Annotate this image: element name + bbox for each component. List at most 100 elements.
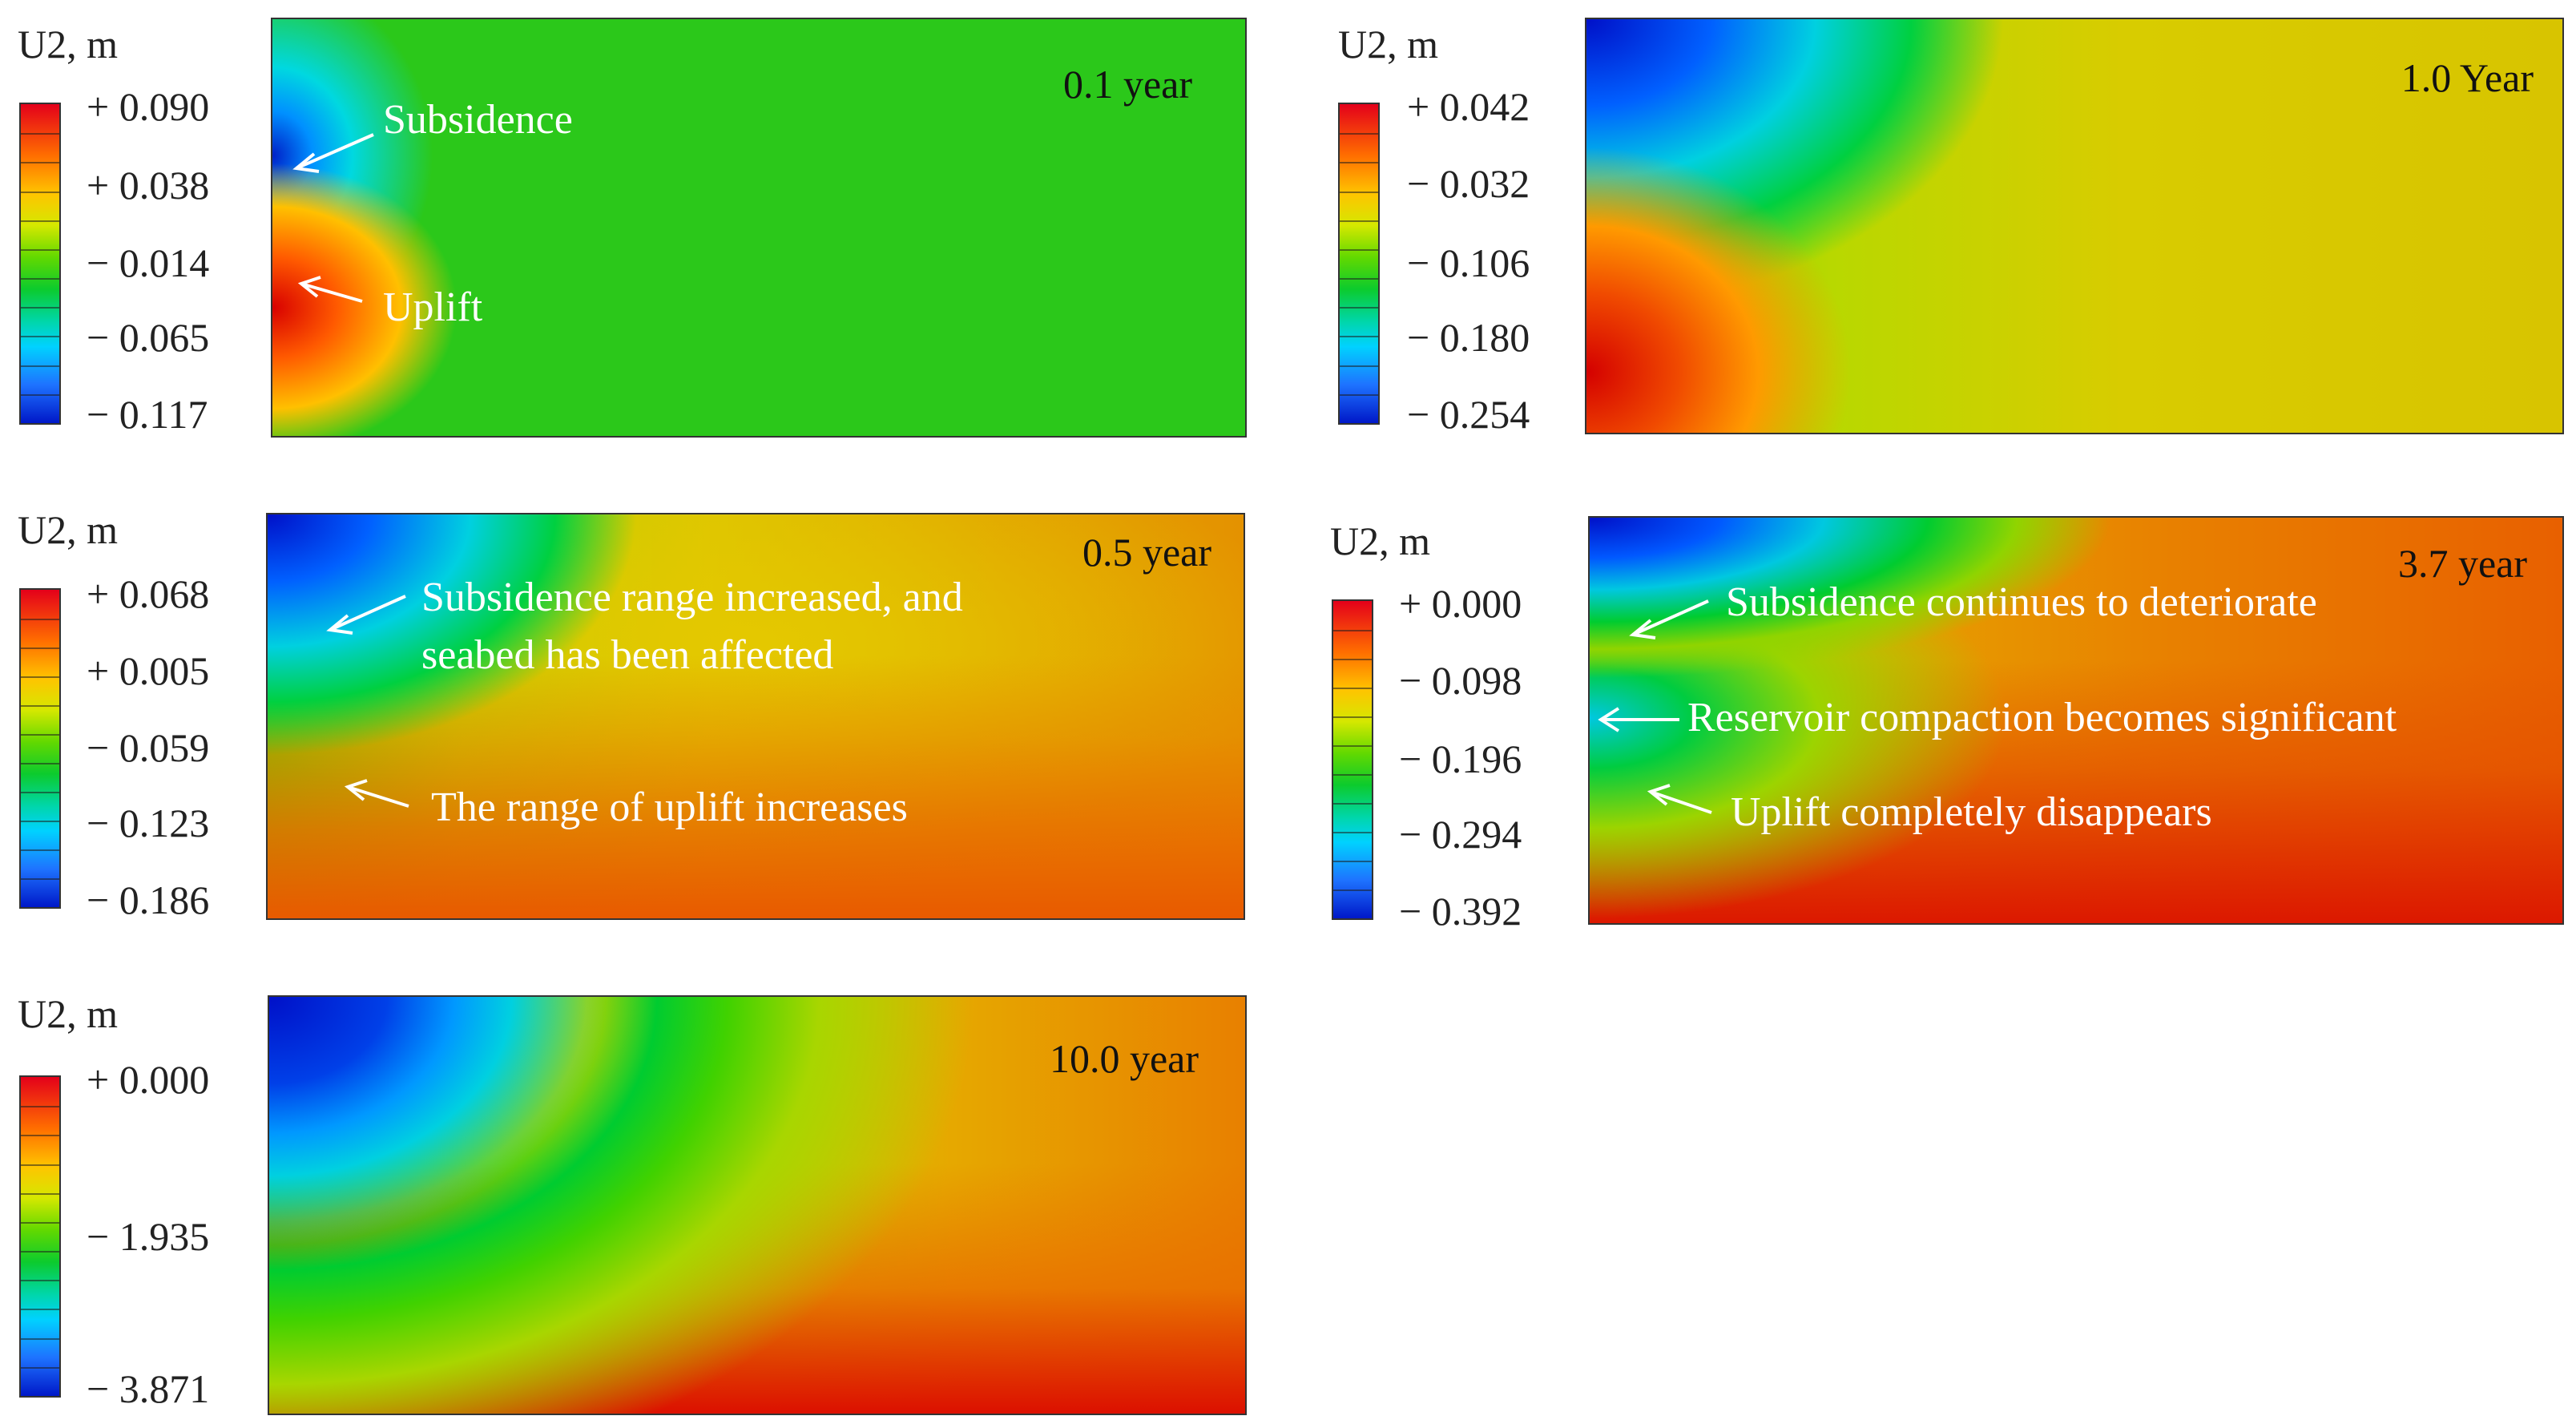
time-label: 1.0 Year xyxy=(2401,55,2534,100)
legend-band-divider xyxy=(21,278,59,280)
legend-band-divider xyxy=(21,1280,59,1282)
unit-label: U2, m xyxy=(1338,22,1438,67)
arrow-head xyxy=(344,779,368,801)
annotation-subsidence-range: Subsidence range increased, and xyxy=(421,575,963,620)
legend-tick: + 0.042 xyxy=(1407,84,1530,129)
annotation-reservoir-compaction: Reservoir compaction becomes significant xyxy=(1687,695,2397,740)
legend-band-divider xyxy=(21,1337,59,1340)
legend-band-divider xyxy=(1340,307,1378,309)
legend-band-divider xyxy=(21,393,59,396)
legend-band-divider xyxy=(21,191,59,193)
annotation-arrows xyxy=(1598,599,1712,814)
arrow-head xyxy=(326,614,353,635)
legend-band-divider xyxy=(21,1251,59,1253)
legend-band-divider xyxy=(1340,220,1378,222)
legend-tick: + 0.068 xyxy=(87,571,210,616)
legend-band-divider xyxy=(21,1366,59,1369)
color-legend-bar xyxy=(19,103,61,425)
legend-tick: − 0.294 xyxy=(1399,812,1522,857)
arrow-head xyxy=(297,276,321,298)
legend-band-divider xyxy=(21,162,59,164)
legend-band-divider xyxy=(1340,248,1378,251)
annotation-subsidence: Subsidence xyxy=(383,97,573,143)
legend-band-divider xyxy=(1340,336,1378,338)
legend-tick: − 0.106 xyxy=(1407,240,1530,285)
legend-tick: − 0.117 xyxy=(87,392,208,437)
legend-band-divider xyxy=(21,763,59,764)
arrow-head xyxy=(292,152,320,173)
legend-tick: − 0.180 xyxy=(1407,315,1530,360)
color-legend-bar xyxy=(1338,103,1380,425)
unit-label: U2, m xyxy=(18,991,118,1036)
legend-band-divider xyxy=(21,1192,59,1195)
legend-band-divider xyxy=(21,705,59,707)
legend-band-divider xyxy=(1333,630,1372,631)
legend-band-divider xyxy=(21,248,59,251)
legend-band-divider xyxy=(21,133,59,135)
legend-band-divider xyxy=(21,734,59,736)
time-label: 3.7 year xyxy=(2397,541,2527,586)
legend-band-divider xyxy=(1340,278,1378,280)
unit-label: U2, m xyxy=(1330,518,1430,563)
time-label: 0.5 year xyxy=(1082,530,1211,575)
annotation-uplift-disappears: Uplift completely disappears xyxy=(1731,789,2212,835)
annotation-subsidence-deteriorate: Subsidence continues to deteriorate xyxy=(1726,579,2317,625)
legend-band-divider xyxy=(21,619,59,620)
annotation-uplift-range: The range of uplift increases xyxy=(431,785,908,830)
arrow-head xyxy=(1647,784,1671,806)
color-legend-bar xyxy=(19,1075,61,1398)
legend-band-divider xyxy=(1333,803,1372,805)
legend-tick: − 0.196 xyxy=(1399,736,1522,781)
legend-tick: − 0.392 xyxy=(1399,889,1522,934)
legend-tick: + 0.005 xyxy=(87,648,210,693)
arrow-line xyxy=(300,282,363,303)
legend-band-divider xyxy=(1333,889,1372,891)
legend-band-divider xyxy=(1340,393,1378,396)
legend-band-divider xyxy=(1333,774,1372,776)
displacement-field-map: 3.7 year Subsidence continues to deterio… xyxy=(1588,516,2564,925)
arrow-line xyxy=(1650,790,1712,814)
legend-tick: + 0.090 xyxy=(87,84,210,129)
arrow-head xyxy=(1598,707,1620,732)
legend-band-divider xyxy=(1333,659,1372,660)
arrow-head xyxy=(1629,619,1656,639)
legend-band-divider xyxy=(21,1106,59,1108)
legend-band-divider xyxy=(21,849,59,851)
legend-tick: − 0.098 xyxy=(1399,658,1522,703)
legend-tick: − 0.254 xyxy=(1407,392,1530,437)
legend-band-divider xyxy=(21,220,59,222)
legend-band-divider xyxy=(1340,133,1378,135)
legend-band-divider xyxy=(1333,716,1372,718)
time-label: 0.1 year xyxy=(1062,62,1192,107)
annotation-arrows xyxy=(292,133,374,303)
annotation-arrows xyxy=(326,595,409,808)
legend-band-divider xyxy=(21,821,59,822)
legend-band-divider xyxy=(1340,191,1378,193)
legend-tick: − 0.059 xyxy=(87,725,210,770)
legend-band-divider xyxy=(1340,162,1378,164)
legend-tick: + 0.000 xyxy=(87,1057,210,1102)
legend-band-divider xyxy=(21,676,59,678)
legend-band-divider xyxy=(21,1135,59,1137)
legend-band-divider xyxy=(1333,688,1372,689)
time-label: 10.0 year xyxy=(1049,1036,1199,1081)
displacement-field-map: 10.0 year xyxy=(268,995,1247,1415)
legend-band-divider xyxy=(21,365,59,367)
legend-band-divider xyxy=(21,1164,59,1166)
legend-band-divider xyxy=(21,792,59,793)
legend-tick: − 1.935 xyxy=(87,1214,210,1259)
color-legend-bar xyxy=(1332,599,1373,920)
unit-label: U2, m xyxy=(18,22,118,67)
legend-band-divider xyxy=(21,307,59,309)
legend-tick: − 0.123 xyxy=(87,801,210,845)
legend-band-divider xyxy=(21,336,59,338)
legend-band-divider xyxy=(1333,745,1372,747)
legend-band-divider xyxy=(21,878,59,880)
annotation-seabed-affected: seabed has been affected xyxy=(421,632,834,678)
color-legend-bar xyxy=(19,588,61,909)
legend-tick: − 0.014 xyxy=(87,240,210,285)
legend-band-divider xyxy=(1333,832,1372,833)
displacement-field-map: 0.5 year Subsidence range increased, and… xyxy=(266,513,1245,920)
legend-band-divider xyxy=(1333,861,1372,862)
legend-band-divider xyxy=(1340,365,1378,367)
